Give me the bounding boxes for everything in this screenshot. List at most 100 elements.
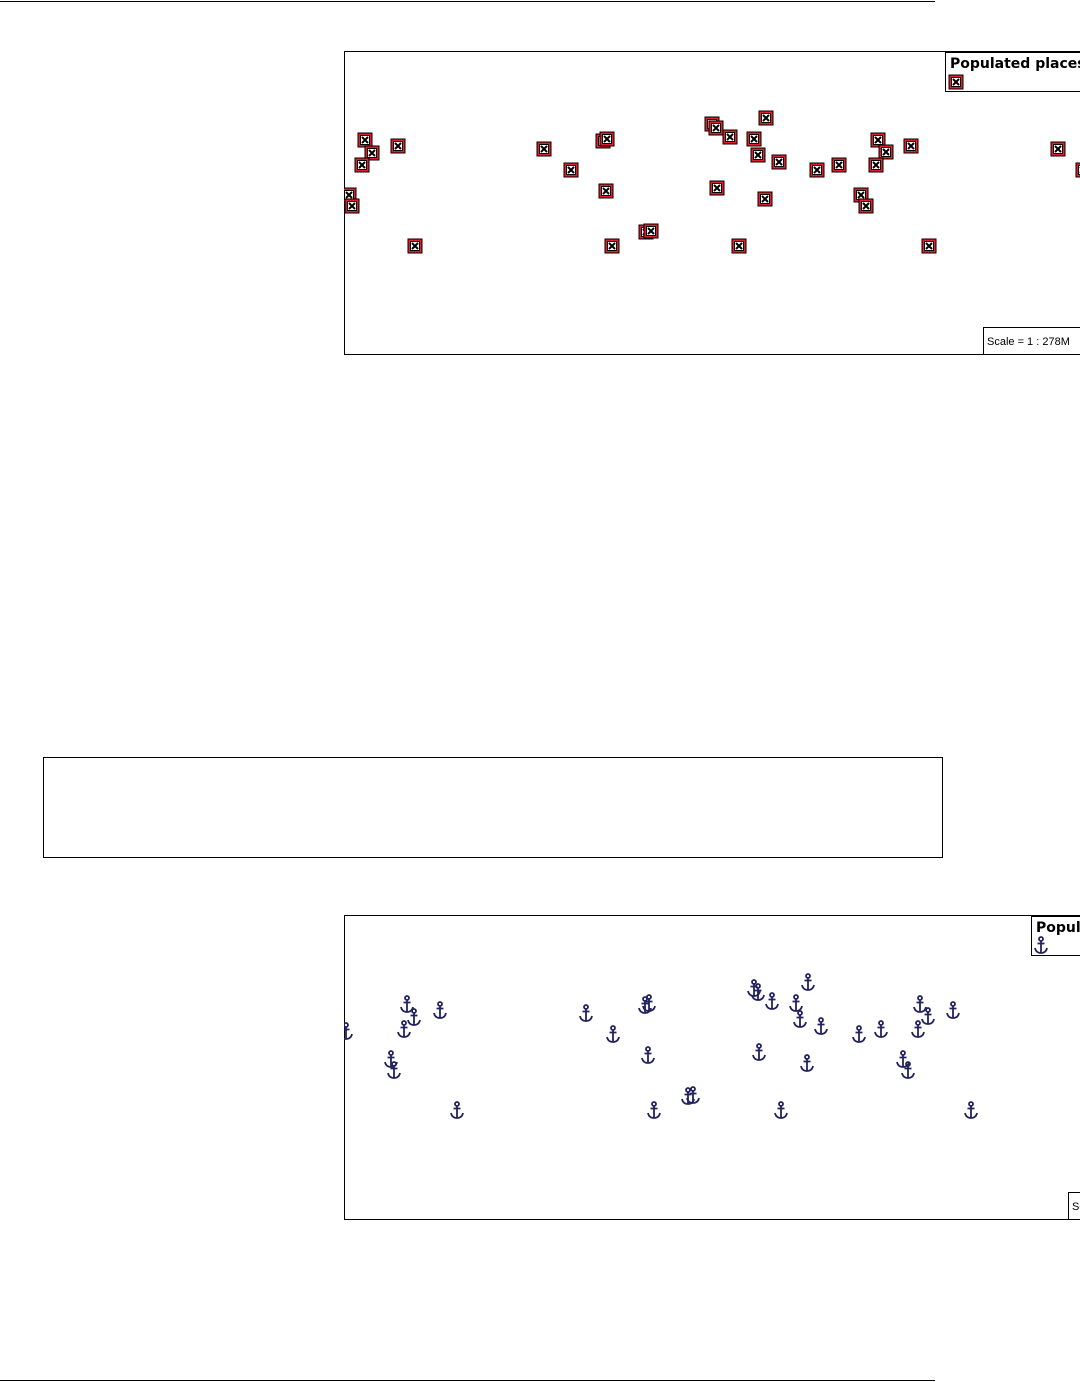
place-marker bbox=[878, 144, 894, 160]
marker-cross bbox=[835, 161, 843, 169]
anchor-body bbox=[789, 999, 803, 1012]
anchor-marker bbox=[1034, 936, 1048, 954]
legend-box bbox=[1031, 916, 1080, 956]
place-marker bbox=[870, 132, 886, 148]
anchor-marker bbox=[814, 1017, 828, 1035]
marker-cross bbox=[394, 142, 402, 150]
anchor-body bbox=[921, 1012, 935, 1025]
place-marker bbox=[390, 138, 406, 154]
anchor-body bbox=[1034, 941, 1048, 954]
anchor-body bbox=[606, 1030, 620, 1043]
map-frame bbox=[344, 915, 1080, 1220]
marker-cross bbox=[712, 124, 720, 132]
marker-cross bbox=[862, 202, 870, 210]
anchor-body bbox=[793, 1015, 807, 1028]
anchor-body bbox=[896, 1055, 910, 1068]
anchor-marker bbox=[407, 1008, 421, 1026]
anchor-body bbox=[686, 1091, 700, 1104]
legend-box bbox=[945, 52, 1080, 92]
place-marker bbox=[750, 147, 766, 163]
marker-cross bbox=[368, 149, 376, 157]
place-marker bbox=[604, 238, 620, 254]
markers bbox=[344, 110, 1080, 254]
bottom-rule bbox=[0, 1380, 935, 1381]
place-marker bbox=[1075, 162, 1080, 178]
map-bottom: Populated places Scale = 1 : 278M bbox=[344, 915, 1080, 1220]
anchor-marker bbox=[686, 1086, 700, 1104]
place-marker bbox=[536, 141, 552, 157]
legend-title: Populated places bbox=[1036, 920, 1080, 936]
marker-cross bbox=[726, 133, 734, 141]
place-marker bbox=[407, 238, 423, 254]
marker-cross bbox=[735, 242, 743, 250]
place-marker bbox=[364, 145, 380, 161]
place-marker bbox=[858, 198, 874, 214]
anchor-body bbox=[344, 1027, 353, 1040]
top-rule bbox=[0, 1, 935, 2]
anchor-marker bbox=[896, 1050, 910, 1068]
anchor-marker bbox=[751, 983, 765, 1001]
anchor-body bbox=[964, 1106, 978, 1119]
marker-cross bbox=[540, 145, 548, 153]
scale-text: Scale = 1 : 278M bbox=[1072, 1201, 1080, 1213]
place-marker bbox=[598, 183, 614, 199]
marker-cross bbox=[925, 242, 933, 250]
place-marker bbox=[948, 74, 964, 90]
marker-cross bbox=[750, 135, 758, 143]
anchor-body bbox=[852, 1030, 866, 1043]
marker-cross bbox=[907, 142, 915, 150]
anchor-marker bbox=[433, 1001, 447, 1019]
anchor-body bbox=[397, 1025, 411, 1038]
marker-cross bbox=[872, 161, 880, 169]
anchor-marker bbox=[344, 1022, 353, 1040]
place-marker bbox=[831, 157, 847, 173]
marker-cross bbox=[361, 136, 369, 144]
anchor-marker bbox=[579, 1004, 593, 1022]
anchor-marker bbox=[800, 1054, 814, 1072]
place-marker bbox=[921, 238, 937, 254]
marker-cross bbox=[358, 161, 366, 169]
anchor-marker bbox=[641, 1046, 655, 1064]
anchor-marker bbox=[964, 1101, 978, 1119]
anchor-body bbox=[913, 1000, 927, 1013]
place-marker bbox=[344, 198, 360, 214]
map-frame bbox=[344, 51, 1080, 355]
anchor-body bbox=[800, 1059, 814, 1072]
place-marker bbox=[599, 131, 615, 147]
marker-cross bbox=[713, 184, 721, 192]
place-marker bbox=[731, 238, 747, 254]
anchor-marker bbox=[852, 1025, 866, 1043]
marker-cross bbox=[952, 78, 960, 86]
marker-cross bbox=[775, 158, 783, 166]
place-marker bbox=[709, 180, 725, 196]
anchor-marker bbox=[752, 1043, 766, 1061]
empty-panel bbox=[43, 757, 943, 858]
marker-cross bbox=[1054, 145, 1062, 153]
marker-cross bbox=[608, 242, 616, 250]
anchor-body bbox=[433, 1006, 447, 1019]
marker-cross bbox=[411, 242, 419, 250]
anchor-body bbox=[911, 1025, 925, 1038]
anchor-marker bbox=[789, 994, 803, 1012]
anchor-marker bbox=[901, 1061, 915, 1079]
scale-text: Scale = 1 : 278M bbox=[987, 336, 1070, 348]
marker-cross bbox=[762, 114, 770, 122]
legend-title: Populated places bbox=[950, 56, 1080, 72]
place-marker bbox=[809, 162, 825, 178]
anchor-body bbox=[774, 1106, 788, 1119]
anchor-body bbox=[751, 988, 765, 1001]
scale-box bbox=[983, 327, 1080, 355]
anchor-marker bbox=[793, 1010, 807, 1028]
anchor-marker bbox=[384, 1050, 398, 1068]
anchor-marker bbox=[801, 973, 815, 991]
anchor-marker bbox=[765, 992, 779, 1010]
place-marker bbox=[722, 129, 738, 145]
place-marker bbox=[563, 162, 579, 178]
place-marker bbox=[357, 132, 373, 148]
anchor-body bbox=[752, 1048, 766, 1061]
marker-cross bbox=[603, 135, 611, 143]
marker-cross bbox=[857, 191, 865, 199]
place-marker bbox=[708, 120, 724, 136]
scale-box bbox=[1068, 1192, 1080, 1220]
